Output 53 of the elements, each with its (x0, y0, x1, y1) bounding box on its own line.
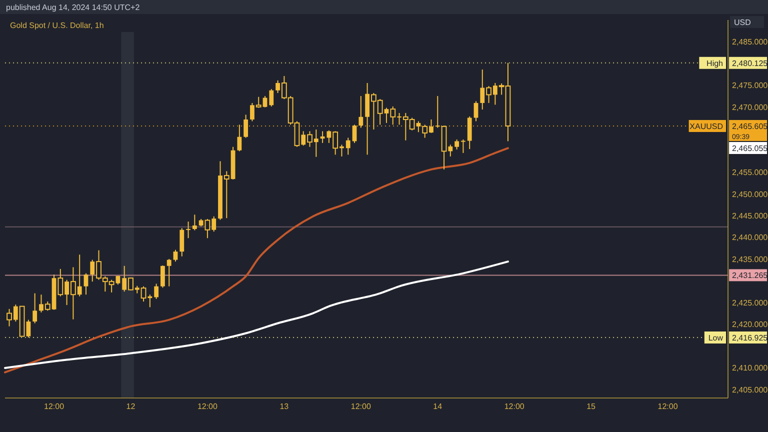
x-tick-label: 13 (280, 402, 290, 411)
candlestick (346, 137, 350, 156)
y-tick-label: 2,420.000 (732, 320, 768, 330)
x-tick-label: 12:00 (504, 402, 525, 411)
y-tick-label: 2,480.125 (732, 58, 768, 68)
y-tick-label: 2,465.605 (732, 122, 768, 131)
candlestick (237, 124, 242, 152)
line-series (4, 260, 509, 370)
candlestick (352, 124, 357, 144)
y-tick-label: 2,440.000 (732, 233, 768, 242)
candlestick (192, 214, 197, 231)
ref-line-label: Low (708, 334, 724, 342)
y-tick-label: 2,416.925 (732, 334, 768, 342)
x-tick-label: 12:00 (44, 402, 65, 411)
candlestick (166, 258, 172, 287)
candlestick (474, 100, 478, 122)
ref-line-label: XAUUSD (690, 122, 724, 131)
y-tick-label: 2,485.000 (732, 38, 768, 47)
y-tick-label: 2,475.000 (732, 81, 768, 90)
x-tick-label: 15 (586, 402, 596, 411)
text: published Aug 14, 2024 14:50 UTC+2 (6, 3, 140, 12)
y-tick-label: 2,445.000 (732, 212, 768, 221)
candlestick (461, 138, 466, 154)
line-series (4, 147, 509, 374)
y-tick-label: 2,431.265 (732, 271, 768, 280)
x-tick-label: 12:00 (658, 402, 678, 411)
candlestick (173, 249, 178, 262)
candlestick (32, 292, 38, 324)
chart-title: Gold Spot / U.S. Dollar, 1h (10, 21, 104, 30)
y-tick-label: 2,470.000 (732, 102, 768, 112)
candlestick (269, 88, 274, 107)
y-tick-label: 2,455.000 (732, 168, 768, 178)
candlestick (244, 114, 248, 138)
y-tick-label: 2,425.000 (732, 298, 768, 308)
candlestick (186, 221, 190, 239)
y-tick-label: 2,450.000 (732, 190, 768, 199)
candlestick (180, 228, 184, 257)
candlestick (454, 138, 460, 150)
y-tick-label: 2,410.000 (732, 364, 768, 373)
x-tick-label: 12:00 (197, 402, 218, 411)
candlestick (154, 283, 159, 300)
x-tick-label: 12 (126, 402, 136, 411)
y-axis-title: USD (734, 18, 752, 27)
candlestick (358, 96, 364, 128)
text: 2,465.055 (732, 144, 768, 153)
candlestick (467, 116, 472, 150)
x-tick-label: 14 (433, 402, 443, 411)
candlestick (84, 272, 88, 296)
ref-line-label: High (706, 58, 723, 68)
candlestick (160, 264, 165, 288)
y-tick-label: 2,405.000 (732, 385, 768, 394)
y-tick-label: 2,435.000 (732, 254, 768, 264)
x-tick-label: 12:00 (350, 402, 372, 411)
